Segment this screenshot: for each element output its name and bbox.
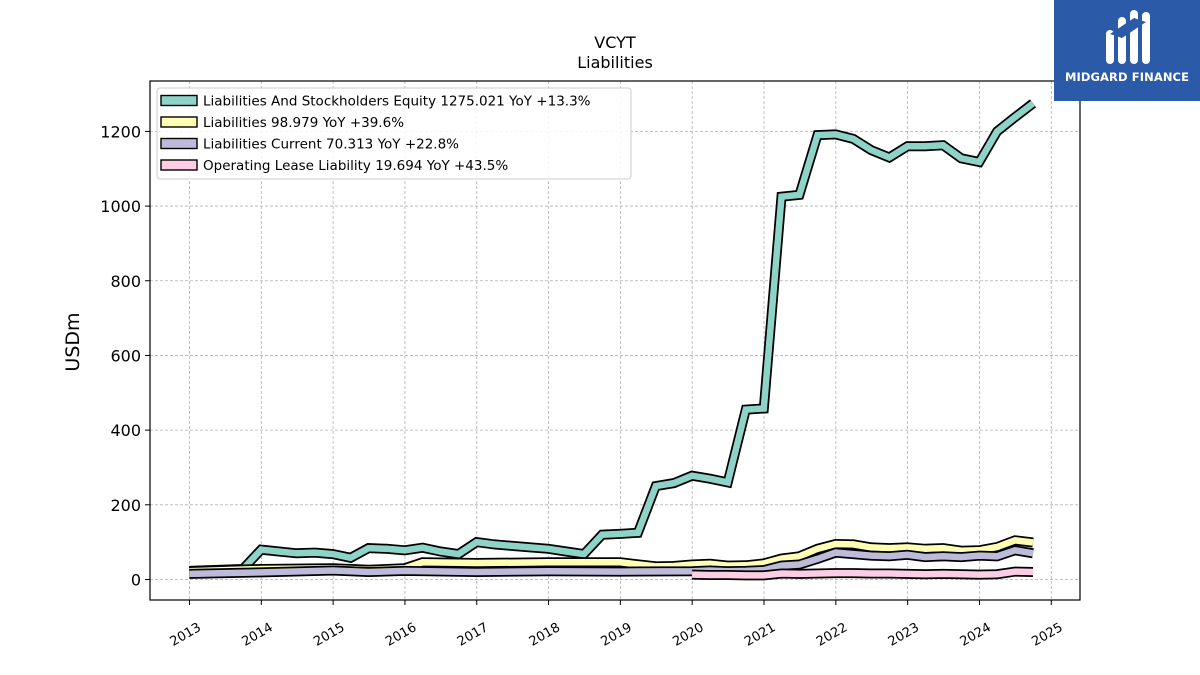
x-tick-label: 2016 (383, 620, 419, 650)
x-tick-label: 2019 (599, 620, 635, 650)
y-axis-label: USDm (62, 312, 84, 371)
legend-swatch (160, 137, 198, 150)
legend-entry: Operating Lease Liability 19.694 YoY +43… (203, 158, 508, 174)
legend-entry: Liabilities And Stockholders Equity 1275… (203, 94, 591, 110)
x-tick-label: 2021 (742, 620, 778, 650)
chart-title: VCYT (594, 33, 636, 52)
legend-swatch (160, 94, 198, 107)
midgard-finance-logo: MIDGARD FINANCE (1054, 0, 1200, 101)
series-line (189, 546, 1034, 578)
x-tick-label: 2017 (455, 620, 491, 650)
series-operating-lease-liability (691, 566, 1034, 581)
series-liabilities-current (189, 545, 1034, 579)
y-tick-label: 1000 (100, 197, 141, 216)
series-liabilities-and-stockholders-equity (189, 99, 1037, 576)
x-tick-label: 2015 (311, 620, 347, 650)
x-tick-label: 2023 (886, 620, 922, 650)
legend-entry: Liabilities 98.979 YoY +39.6% (203, 115, 404, 131)
legend-swatch (160, 159, 198, 171)
legend-entry: Liabilities Current 70.313 YoY +22.8% (203, 137, 459, 153)
series-line (189, 536, 1034, 575)
y-tick-label: 200 (110, 496, 141, 515)
y-tick-label: 400 (110, 421, 141, 440)
x-axis-ticks: 2013 2014 2015 2016 2017 2018 2019 2020 2021 2022… (168, 600, 1066, 650)
x-tick-label: 2024 (958, 620, 994, 650)
midgard-logo-icon (1106, 10, 1150, 64)
series-line (189, 100, 1035, 575)
plot-frame (149, 80, 1081, 601)
x-tick-label: 2020 (670, 620, 706, 650)
legend-box (156, 87, 632, 180)
chart-subtitle: Liabilities (577, 53, 653, 72)
y-tick-label: 800 (110, 272, 141, 291)
x-tick-label: 2014 (239, 620, 275, 650)
x-tick-label: 2025 (1029, 620, 1065, 650)
series-line (691, 568, 1034, 579)
y-axis-ticks: 0 200 400 600 800 1000 1200 (100, 122, 150, 589)
x-tick-label: 2018 (527, 620, 563, 650)
plot-area (189, 99, 1037, 581)
series-liabilities (189, 535, 1034, 577)
x-tick-label: 2013 (168, 620, 204, 650)
y-tick-label: 1200 (100, 122, 141, 141)
legend-swatch (160, 116, 198, 128)
y-tick-label: 0 (131, 570, 141, 589)
legend: Liabilities And Stockholders Equity 1275… (156, 87, 632, 180)
x-tick-label: 2022 (814, 620, 850, 650)
logo-text: MIDGARD FINANCE (1064, 70, 1190, 84)
y-tick-label: 600 (110, 346, 141, 365)
